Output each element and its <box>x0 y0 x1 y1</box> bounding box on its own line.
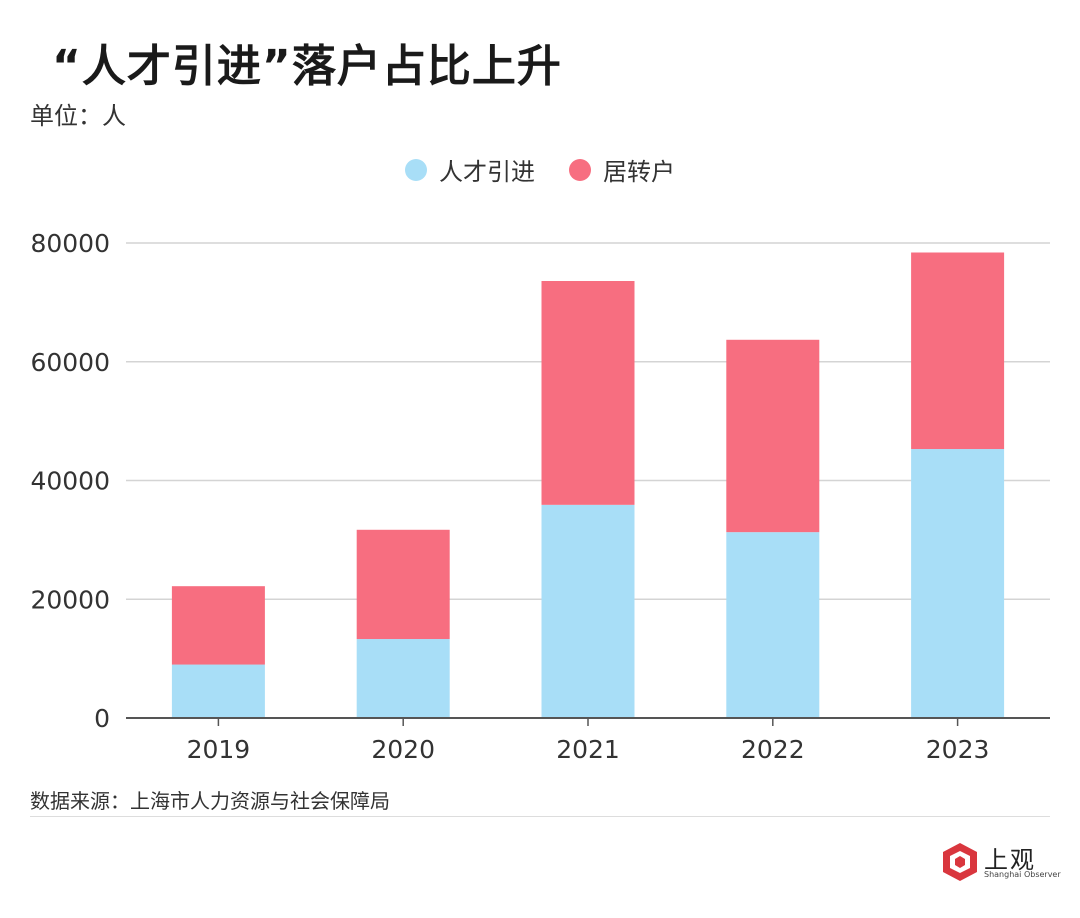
bar-talent-2019 <box>171 664 265 718</box>
x-tick-label: 2021 <box>556 735 620 764</box>
bar-residence-2022 <box>726 339 820 533</box>
bar-residence-2019 <box>171 586 265 665</box>
stacked-bar-chart: 0 20000 40000 60000 80000 2019 2020 2021 2022 202… <box>30 229 1050 764</box>
legend-item-residence: 居转户 <box>569 152 675 187</box>
legend: 人才引进 居转户 <box>0 152 1080 187</box>
legend-swatch-residence <box>569 158 591 181</box>
y-tick-label: 0 <box>94 704 110 733</box>
legend-label-residence: 居转户 <box>603 158 675 186</box>
x-tick-label: 2019 <box>187 735 251 764</box>
logo-subtext: Shanghai Observer <box>984 870 1061 879</box>
y-tick-label: 60000 <box>30 348 110 377</box>
x-tick-label: 2023 <box>926 735 990 764</box>
bar-talent-2022 <box>726 532 820 718</box>
logo: 上观 Shanghai Observer <box>940 840 1061 884</box>
y-tick-label: 80000 <box>30 229 110 258</box>
legend-label-talent: 人才引进 <box>439 158 535 186</box>
bar-talent-2023 <box>911 449 1005 718</box>
source-note: 数据来源：上海市人力资源与社会保障局 <box>30 789 390 813</box>
x-tick-label: 2022 <box>741 735 805 764</box>
chart-title: “人才引进”落户占比上升 <box>52 41 562 92</box>
bar-residence-2023 <box>911 252 1005 450</box>
unit-label: 单位：人 <box>30 102 126 130</box>
bar-residence-2020 <box>356 529 450 640</box>
legend-swatch-talent <box>405 158 427 181</box>
y-tick-label: 40000 <box>30 467 110 496</box>
x-tick-label: 2020 <box>371 735 435 764</box>
logo-icon <box>943 843 977 881</box>
bar-talent-2020 <box>356 639 450 718</box>
legend-item-talent: 人才引进 <box>405 152 535 187</box>
footer-divider <box>30 816 1050 817</box>
bar-residence-2021 <box>541 281 635 505</box>
bar-talent-2021 <box>541 504 635 718</box>
y-tick-label: 20000 <box>30 585 110 614</box>
logo-text: 上观 <box>984 846 1036 874</box>
